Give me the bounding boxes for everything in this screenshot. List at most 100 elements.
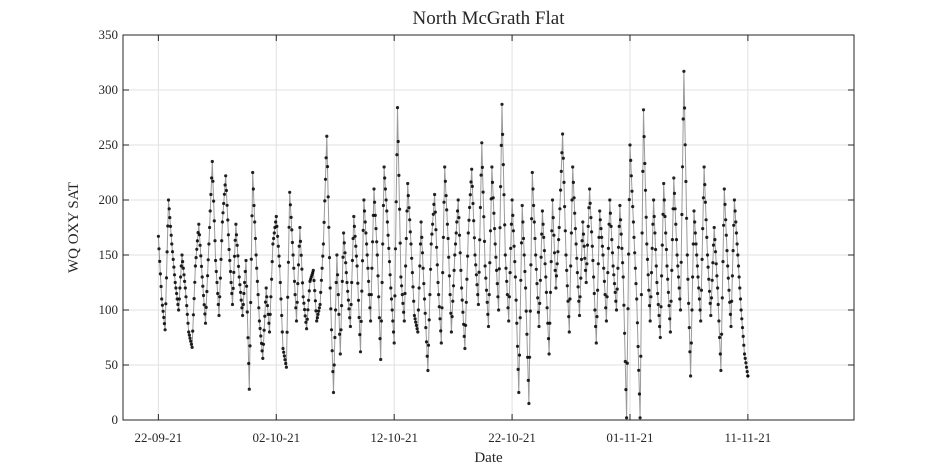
data-point [649, 295, 653, 299]
data-point [413, 317, 417, 321]
data-point [429, 242, 433, 246]
data-point [267, 321, 271, 325]
data-point [442, 200, 446, 204]
data-point [501, 163, 505, 167]
data-point [717, 319, 721, 323]
data-point [325, 134, 329, 138]
data-point [337, 312, 341, 316]
data-point [740, 326, 745, 330]
data-point [469, 180, 473, 184]
data-point [451, 284, 456, 288]
data-point [325, 165, 330, 169]
data-point [162, 322, 166, 326]
data-point [400, 293, 404, 297]
data-point [181, 260, 185, 264]
data-point [359, 319, 363, 323]
data-point [535, 282, 539, 286]
data-point [356, 298, 361, 302]
data-point [232, 270, 236, 274]
data-point [547, 352, 551, 356]
data-point [550, 229, 554, 233]
data-point [230, 302, 235, 307]
data-point [244, 258, 248, 263]
data-point [191, 329, 195, 333]
data-point [521, 220, 525, 224]
data-point [189, 342, 193, 346]
data-point [383, 176, 387, 180]
data-point [630, 189, 634, 193]
data-point [733, 209, 737, 213]
data-point [170, 242, 174, 246]
data-point [672, 176, 676, 180]
data-point [313, 289, 317, 293]
data-point [222, 201, 226, 206]
data-point [617, 224, 621, 228]
data-point [381, 242, 385, 246]
data-point [220, 239, 224, 243]
data-point [292, 266, 296, 270]
data-point [687, 301, 691, 305]
data-point [408, 218, 412, 222]
data-point [270, 277, 274, 281]
data-point [428, 293, 432, 297]
data-point [226, 233, 230, 237]
data-point [603, 293, 607, 297]
data-point [160, 297, 164, 301]
data-point [567, 315, 571, 319]
data-point [503, 223, 507, 227]
data-point [586, 224, 590, 228]
data-point [385, 220, 389, 224]
data-point [551, 216, 555, 220]
data-point [705, 253, 710, 257]
data-point [706, 265, 710, 269]
data-point [618, 203, 622, 208]
data-point [583, 256, 587, 260]
y-tick-label: 250 [99, 137, 119, 152]
data-point [657, 313, 661, 318]
data-point [438, 317, 442, 321]
data-point [451, 299, 455, 303]
data-point [455, 220, 459, 224]
data-point [625, 416, 629, 420]
data-point [562, 180, 566, 184]
data-point [423, 311, 427, 315]
data-point [375, 253, 379, 257]
data-point [271, 242, 275, 246]
data-point [242, 291, 246, 296]
data-point [568, 297, 572, 301]
data-point [511, 229, 515, 233]
data-point [607, 222, 611, 226]
data-point [446, 236, 450, 241]
data-point [433, 192, 437, 197]
data-point [342, 231, 346, 235]
data-point [656, 302, 660, 307]
data-point [176, 302, 180, 307]
data-point [565, 268, 569, 272]
data-point [302, 301, 306, 305]
data-point [243, 269, 247, 274]
data-point [296, 282, 300, 286]
data-point [621, 275, 625, 279]
data-point [318, 302, 322, 307]
data-point [290, 228, 294, 232]
data-point [213, 239, 217, 243]
data-point [350, 258, 354, 263]
data-point [685, 253, 689, 257]
data-point [298, 225, 302, 230]
data-point [504, 266, 508, 270]
data-point [621, 261, 625, 265]
data-point [629, 158, 633, 162]
data-point [457, 216, 461, 220]
data-point [314, 309, 318, 313]
data-point [387, 246, 391, 250]
data-point [246, 336, 250, 340]
data-point [231, 286, 235, 290]
data-point [377, 316, 381, 320]
data-point [662, 198, 666, 202]
data-point [352, 224, 356, 228]
data-point [627, 252, 631, 256]
data-point [637, 392, 642, 396]
data-point [666, 290, 671, 294]
data-point [194, 256, 198, 260]
data-point [239, 290, 243, 294]
